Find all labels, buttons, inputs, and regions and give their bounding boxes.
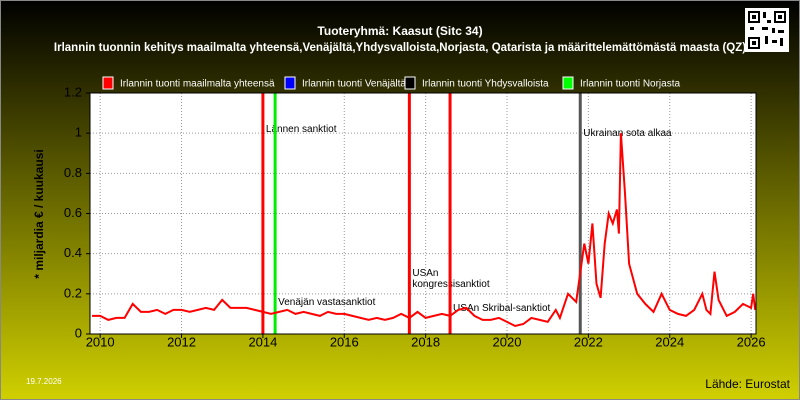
- x-tick-label: 2024: [655, 334, 684, 349]
- event-label: Lännen sanktiot: [266, 124, 337, 135]
- legend-swatch: [284, 76, 296, 90]
- legend-label: Irlannin tuonti Venäjältä: [302, 79, 406, 90]
- event-label: Ukrainan sota alkaa: [583, 128, 672, 139]
- y-tick-label: 0.6: [64, 205, 82, 220]
- date: 19.7.2026: [26, 377, 62, 386]
- event-label: USAn Skribal-sanktiot: [453, 303, 550, 314]
- legend-swatch: [562, 76, 574, 90]
- event-label: Venäjän vastasanktiot: [278, 297, 376, 308]
- legend-label: Irlannin tuonti Yhdysvalloista: [422, 79, 549, 90]
- y-tick-label: 1: [75, 125, 82, 140]
- x-tick-label: 2026: [737, 334, 766, 349]
- legend: Irlannin tuonti maailmalta yhteensä Irlan…: [102, 76, 680, 90]
- grid: 0 0.2 0.4 0.6 0.8 1 1.2 2010 2012 2014 2016 2018 202…: [64, 84, 766, 349]
- x-tick-label: 2016: [330, 334, 359, 349]
- y-tick-label: 0.4: [64, 245, 82, 260]
- chart-subtitle: Irlannin tuonnin kehitys maailmalta yhte…: [54, 42, 746, 54]
- data-line: [92, 133, 757, 328]
- plot-border: [89, 92, 757, 335]
- qr-code: [745, 8, 789, 52]
- x-tick-label: 2020: [493, 334, 522, 349]
- y-tick-label: 1.2: [64, 84, 82, 99]
- x-tick-label: 2018: [411, 334, 440, 349]
- marks: Lännen sanktiot Venäjän vastasanktiot USAn…: [92, 93, 757, 334]
- legend-label: Irlannin tuonti maailmalta yhteensä: [120, 79, 275, 90]
- y-tick-label: 0.8: [64, 165, 82, 180]
- y-axis-label: * miljardia € / kuukausi: [32, 149, 46, 278]
- x-tick-label: 2012: [167, 334, 196, 349]
- y-tick-label: 0.2: [64, 285, 82, 300]
- x-tick-label: 2014: [248, 334, 277, 349]
- source: Lähde: Eurostat: [705, 377, 790, 391]
- chart-title: Tuoteryhmä: Kaasut (Sitc 34): [317, 24, 482, 38]
- x-tick-label: 2010: [86, 334, 115, 349]
- x-tick-label: 2022: [574, 334, 603, 349]
- legend-swatch: [404, 76, 416, 90]
- y-tick-label: 0: [75, 325, 82, 340]
- legend-label: Irlannin tuonti Norjasta: [580, 79, 680, 90]
- legend-swatch: [102, 76, 114, 90]
